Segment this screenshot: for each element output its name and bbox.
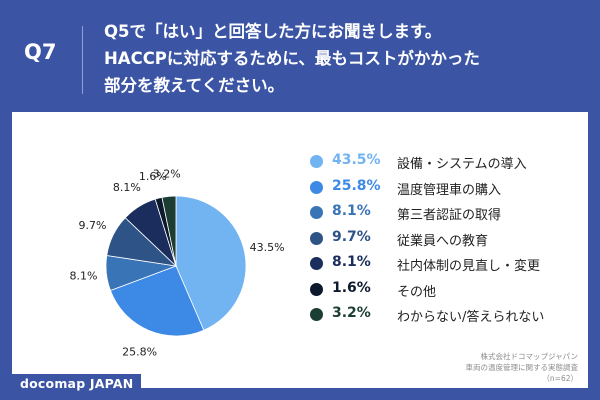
pie-slice-0 (175, 195, 247, 331)
legend-item-0: 43.5% 設備・システムの導入 (310, 150, 590, 174)
pie-label-1: 25.8% (122, 346, 157, 359)
legend-percent-5: 1.6% (332, 279, 371, 296)
legend-label-1: 温度管理車の購入 (397, 182, 502, 198)
legend-item-4: 8.1% 社内体制の見直し・変更 (310, 252, 590, 276)
legend-marker-2 (310, 206, 323, 219)
chart-card: 43.5% 25.8% 8.1% 9.7% 8.1% 1.6% 3.2% 43.5% 設備・シ… (12, 112, 588, 388)
legend-percent-6: 3.2% (332, 305, 371, 321)
legend-marker-3 (310, 231, 323, 245)
source-company: 株式会社ドコマップジャパン (480, 352, 579, 361)
pie-slice-1 (109, 265, 205, 337)
question-line-2: HACCPに対応するために、最もコストがかかった (104, 49, 480, 68)
legend-label-3: 従業員への教育 (397, 233, 489, 249)
legend-label-2: 第三者認証の取得 (397, 208, 502, 223)
header-divider (82, 26, 83, 94)
legend-percent-2: 8.1% (332, 203, 371, 219)
legend-percent-0: 43.5% (332, 152, 381, 168)
legend-item-6: 3.2% わからない/答えられない (310, 303, 590, 327)
legend-marker-0 (310, 155, 323, 168)
question-line-3: 部分を教えてください。 (104, 76, 285, 95)
pie-label-4: 8.1% (113, 181, 141, 194)
pie-chart: 43.5%25.8%8.1%9.7%8.1%1.6%3.2% (70, 168, 285, 359)
pie-label-3: 9.7% (79, 219, 107, 232)
legend-marker-1 (310, 180, 323, 194)
question-number: Q7 (24, 40, 57, 64)
legend-item-2: 8.1% 第三者認証の取得 (310, 201, 590, 225)
legend-label-0: 設備・システムの導入 (397, 157, 527, 172)
legend-item-1: 25.8% 温度管理車の購入 (310, 176, 590, 200)
source-sample-size: （n=62） (542, 374, 578, 383)
brand-logo: docomap JAPAN (12, 374, 142, 393)
question-line-1: Q5で「はい」と回答した方にお聞きします。 (104, 22, 442, 41)
question-header: Q7 Q5で「はい」と回答した方にお聞きします。 HACCPに対応するために、最… (0, 0, 600, 110)
question-text: Q5で「はい」と回答した方にお聞きします。 HACCPに対応するために、最もコス… (104, 18, 584, 99)
source-note: 株式会社ドコマップジャパン 車両の温度管理に関する実態調査 （n=62） (466, 351, 579, 384)
legend-label-4: 社内体制の見直し・変更 (397, 259, 541, 274)
legend-item-3: 9.7% 従業員への教育 (310, 227, 590, 251)
legend-percent-1: 25.8% (332, 177, 381, 194)
pie-label-6: 3.2% (153, 168, 181, 181)
legend-label-5: その他 (397, 284, 437, 300)
pie-label-5: 1.6% (139, 170, 167, 183)
legend-percent-4: 8.1% (332, 254, 371, 270)
legend-marker-5 (310, 282, 323, 296)
legend-marker-4 (310, 257, 323, 270)
legend-marker-6 (310, 308, 323, 321)
legend-item-5: 1.6% その他 (310, 278, 590, 302)
legend-percent-3: 9.7% (332, 228, 371, 245)
pie-slice-6 (161, 195, 177, 267)
pie-label-0: 43.5% (250, 241, 285, 254)
source-survey: 車両の温度管理に関する実態調査 (465, 363, 579, 372)
legend-label-6: わからない/答えられない (397, 310, 545, 325)
pie-label-2: 8.1% (70, 270, 98, 283)
